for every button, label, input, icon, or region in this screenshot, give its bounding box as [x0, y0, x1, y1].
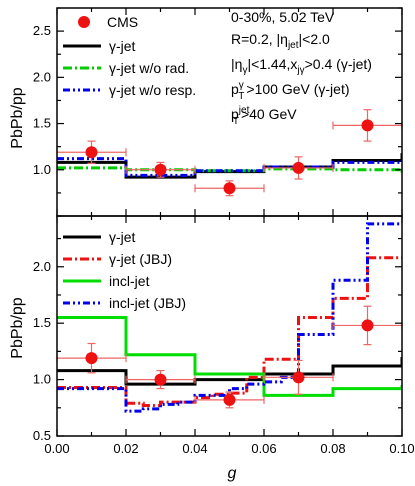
x-tick-label: 0.04 — [182, 441, 207, 456]
top-annotation-line: 0-30%, 5.02 TeV — [231, 9, 335, 25]
top-legend-label: γ-jet — [109, 38, 136, 54]
bottom-panel: 0.5 1.0 1.5 2.0 0.00 0.02 0.04 0.06 0.08 0.10 γ-je… — [33, 215, 415, 456]
top-legend-label: CMS — [107, 14, 138, 30]
top-annotations: 0-30%, 5.02 TeV R=0.2, |ηjet|<2.0 |ηγ|<1.4… — [231, 9, 372, 127]
bottom-y-tick-label: 1.5 — [33, 315, 51, 330]
top-annotation-line: |ηγ|<1.44,xjγ>0.4 (γ-jet) — [231, 56, 372, 76]
x-tick-label: 0.06 — [251, 441, 276, 456]
bottom-legend-label: incl-jet — [109, 273, 150, 289]
top-legend-label: γ-jet w/o resp. — [109, 82, 196, 98]
bottom-series--jet — [57, 357, 402, 386]
top-cms-point — [85, 146, 98, 159]
bottom-series-incl-jet — [57, 316, 402, 397]
bottom-cms-points — [56, 305, 403, 409]
top-series-group — [57, 153, 402, 179]
top-annotation-line: pγ T >100 GeV (γ-jet) — [231, 80, 350, 102]
bottom-cms-point — [223, 393, 236, 406]
bottom-y-axis-label: PbPb/pp — [9, 297, 26, 358]
top-y-tick-label: 1.0 — [33, 162, 51, 177]
top-cms-point — [361, 119, 374, 132]
bottom-y-tick-label: 1.0 — [33, 372, 51, 387]
top-cms-point — [154, 163, 167, 176]
top-legend-label: γ-jet w/o rad. — [109, 60, 189, 76]
top-panel: 1.0 1.5 2.0 2.5 CMS γ-jet γ-jet w/o rad. γ-jet … — [33, 7, 403, 217]
top-y-ticks: 1.0 1.5 2.0 2.5 — [33, 7, 402, 217]
top-cms-point — [292, 161, 305, 174]
bottom-y-ticks: 0.5 1.0 1.5 2.0 — [33, 237, 402, 443]
x-axis-label: g — [228, 465, 237, 482]
bottom-cms-point — [292, 371, 305, 384]
top-y-tick-label: 1.5 — [33, 116, 51, 131]
top-x-ticks — [56, 8, 403, 216]
top-annotation-line: R=0.2, |ηjet|<2.0 — [231, 31, 330, 51]
bottom-series-incl-jet-jbj- — [57, 222, 402, 413]
bottom-y-tick-label: 2.0 — [33, 259, 51, 274]
top-y-tick-label: 2.0 — [33, 69, 51, 84]
bottom-y-tick-label: 0.5 — [33, 428, 51, 443]
bottom-legend: γ-jet γ-jet (JBJ) incl-jet incl-jet (JBJ) — [63, 229, 186, 311]
x-tick-label: 0.08 — [320, 441, 345, 456]
bottom-cms-point — [361, 319, 374, 332]
top-y-tick-label: 2.5 — [33, 23, 51, 38]
top-y-axis-label: PbPb/pp — [9, 87, 26, 148]
bottom-x-ticks: 0.00 0.02 0.04 0.06 0.08 0.10 — [44, 216, 415, 456]
bottom-series--jet-jbj- — [57, 256, 402, 408]
x-tick-label: 0.10 — [389, 441, 414, 456]
top-legend: CMS γ-jet γ-jet w/o rad. γ-jet w/o resp. — [63, 14, 196, 98]
bottom-legend-label: γ-jet — [109, 229, 136, 245]
bottom-legend-label: incl-jet (JBJ) — [109, 295, 186, 311]
bottom-legend-label: γ-jet (JBJ) — [109, 251, 172, 267]
top-cms-point — [223, 182, 236, 195]
top-cms-points — [56, 109, 403, 197]
bottom-cms-point — [154, 373, 167, 386]
x-tick-label: 0.02 — [113, 441, 138, 456]
x-tick-label: 0.00 — [44, 441, 69, 456]
top-series--jet-w-o-rad- — [57, 166, 402, 173]
top-legend-cms-marker — [78, 16, 90, 28]
top-annotation-line: pjet T >40 GeV — [231, 105, 297, 127]
top-series--jet — [57, 153, 402, 179]
bottom-cms-point — [85, 352, 98, 365]
